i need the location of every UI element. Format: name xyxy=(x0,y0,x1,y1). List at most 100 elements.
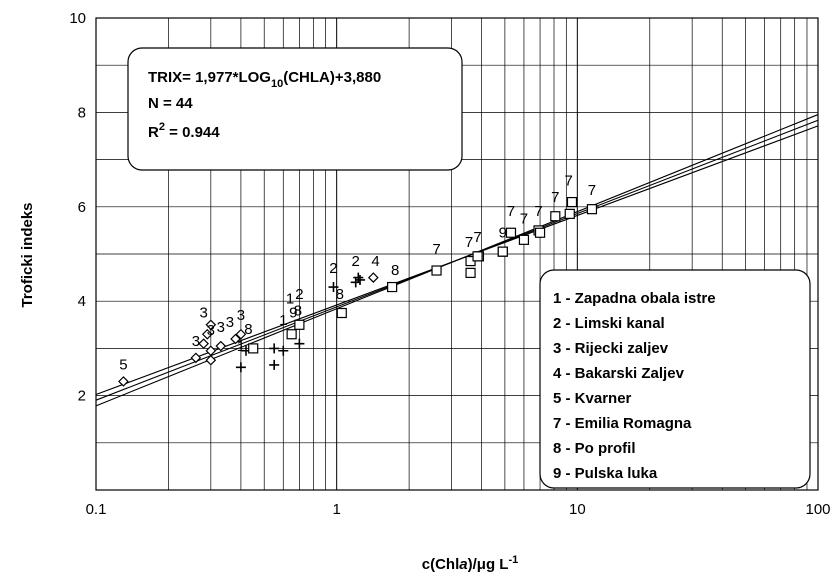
point-label: 8 xyxy=(336,286,344,303)
point-label: 2 xyxy=(352,253,360,270)
square-point xyxy=(465,267,476,278)
legend-item-4: 4 - Bakarski Zaljev xyxy=(553,365,685,382)
diamond-point xyxy=(198,338,209,350)
lower-confidence-line xyxy=(95,114,819,407)
r2-sup: 2 xyxy=(159,121,165,133)
plus-point xyxy=(269,359,280,370)
diamond-point xyxy=(367,272,379,283)
x-axis-label-sup: -1 xyxy=(508,554,518,566)
plus-point xyxy=(354,274,365,285)
square-point xyxy=(336,307,347,319)
y-axis-label: Troficki indeks xyxy=(19,202,36,307)
point-label: 4 xyxy=(371,253,379,270)
diamond-point xyxy=(118,376,129,387)
square-point xyxy=(294,319,305,330)
point-label: 3 xyxy=(237,307,245,324)
point-label: 8 xyxy=(294,302,302,319)
point-label: 7 xyxy=(465,234,473,251)
x-axis-label-main: c(Chl xyxy=(422,556,460,573)
x-axis-label-rest: )/μg L xyxy=(468,556,509,573)
y-tick-label: 8 xyxy=(78,104,86,121)
point-label: 7 xyxy=(534,203,542,220)
plus-point xyxy=(278,345,289,356)
plus-point xyxy=(235,362,246,373)
x-axis-label-italic: a xyxy=(459,556,467,573)
square-point xyxy=(534,227,546,238)
point-label: 8 xyxy=(244,321,252,338)
x-tick-label: 10 xyxy=(569,501,586,518)
plus-point xyxy=(294,338,305,349)
square-point xyxy=(286,329,297,340)
point-label: 9 xyxy=(289,305,297,322)
square-point xyxy=(564,208,575,219)
square-point xyxy=(472,251,483,262)
square-point xyxy=(497,246,508,257)
point-label: 7 xyxy=(432,241,440,258)
square-point xyxy=(505,227,517,238)
diamond-point xyxy=(205,319,217,331)
y-tick-label: 10 xyxy=(69,10,86,27)
point-label: 3 xyxy=(207,322,215,339)
plus-point xyxy=(269,343,280,354)
y-tick-label: 6 xyxy=(78,199,86,216)
diamond-point xyxy=(201,328,213,340)
point-label: 3 xyxy=(217,319,225,336)
point-label: 3 xyxy=(192,333,200,350)
y-tick-label: 2 xyxy=(78,388,86,405)
legend-item-7: 7 - Emilia Romagna xyxy=(553,415,692,432)
point-label: 2 xyxy=(295,286,303,303)
square-point xyxy=(431,265,442,276)
point-label: 1 xyxy=(237,338,245,355)
point-label: 7 xyxy=(473,229,481,246)
legend: 1 - Zapadna obala istre 2 - Limski kanal… xyxy=(539,269,811,489)
plus-point xyxy=(328,282,339,293)
equation-line: TRIX= 1,977*LOG10(CHLA)+3,880 xyxy=(148,69,381,90)
point-label: 3 xyxy=(199,305,207,322)
point-label: 7 xyxy=(564,173,572,190)
diamond-point xyxy=(215,340,227,352)
y-tick-label: 4 xyxy=(78,293,86,310)
legend-item-9: 9 - Pulska luka xyxy=(553,465,658,482)
legend-item-3: 3 - Rijecki zaljev xyxy=(553,340,669,357)
square-point xyxy=(387,281,398,293)
legend-item-5: 5 - Kvarner xyxy=(553,390,632,407)
x-tick-labels: 0.1 1 10 100 xyxy=(86,501,831,518)
diamond-point xyxy=(205,354,217,366)
x-tick-label: 100 xyxy=(805,501,830,518)
square-point xyxy=(518,234,530,245)
square-point xyxy=(566,196,578,208)
point-label: 8 xyxy=(391,262,399,279)
regression-lines xyxy=(95,114,819,407)
data-points xyxy=(118,196,598,387)
equation-post: (CHLA)+3,880 xyxy=(283,69,381,86)
square-point xyxy=(550,211,561,222)
equation-box: TRIX= 1,977*LOG10(CHLA)+3,880 N = 44 R2 … xyxy=(127,47,463,171)
square-point xyxy=(586,204,598,215)
point-label: 5 xyxy=(119,357,127,374)
equation-pre: TRIX= 1,977*LOG xyxy=(148,69,271,86)
x-tick-label: 1 xyxy=(332,501,340,518)
plus-point xyxy=(353,272,364,283)
point-label: 7 xyxy=(551,189,559,206)
equation-sub: 10 xyxy=(271,78,283,90)
y-tick-labels: 2 4 6 8 10 xyxy=(69,10,86,405)
r2-value: R2 = 0.944 xyxy=(148,121,220,141)
plot-frame xyxy=(95,17,819,491)
point-label: 1 xyxy=(286,291,294,308)
diamond-point xyxy=(190,352,202,364)
diamond-point xyxy=(230,333,241,345)
point-label: 7 xyxy=(507,203,515,220)
square-point xyxy=(248,343,259,354)
point-label: 1 xyxy=(279,312,287,329)
point-label: 2 xyxy=(329,260,337,277)
diamond-point xyxy=(235,328,247,340)
legend-item-2: 2 - Limski kanal xyxy=(553,315,665,332)
point-label: 7 xyxy=(588,182,596,199)
diamond-point xyxy=(205,345,217,357)
legend-item-8: 8 - Po profil xyxy=(553,440,636,457)
x-tick-label: 0.1 xyxy=(86,501,107,518)
legend-item-1: 1 - Zapadna obala istre xyxy=(553,290,716,307)
point-label: 7 xyxy=(520,210,528,227)
